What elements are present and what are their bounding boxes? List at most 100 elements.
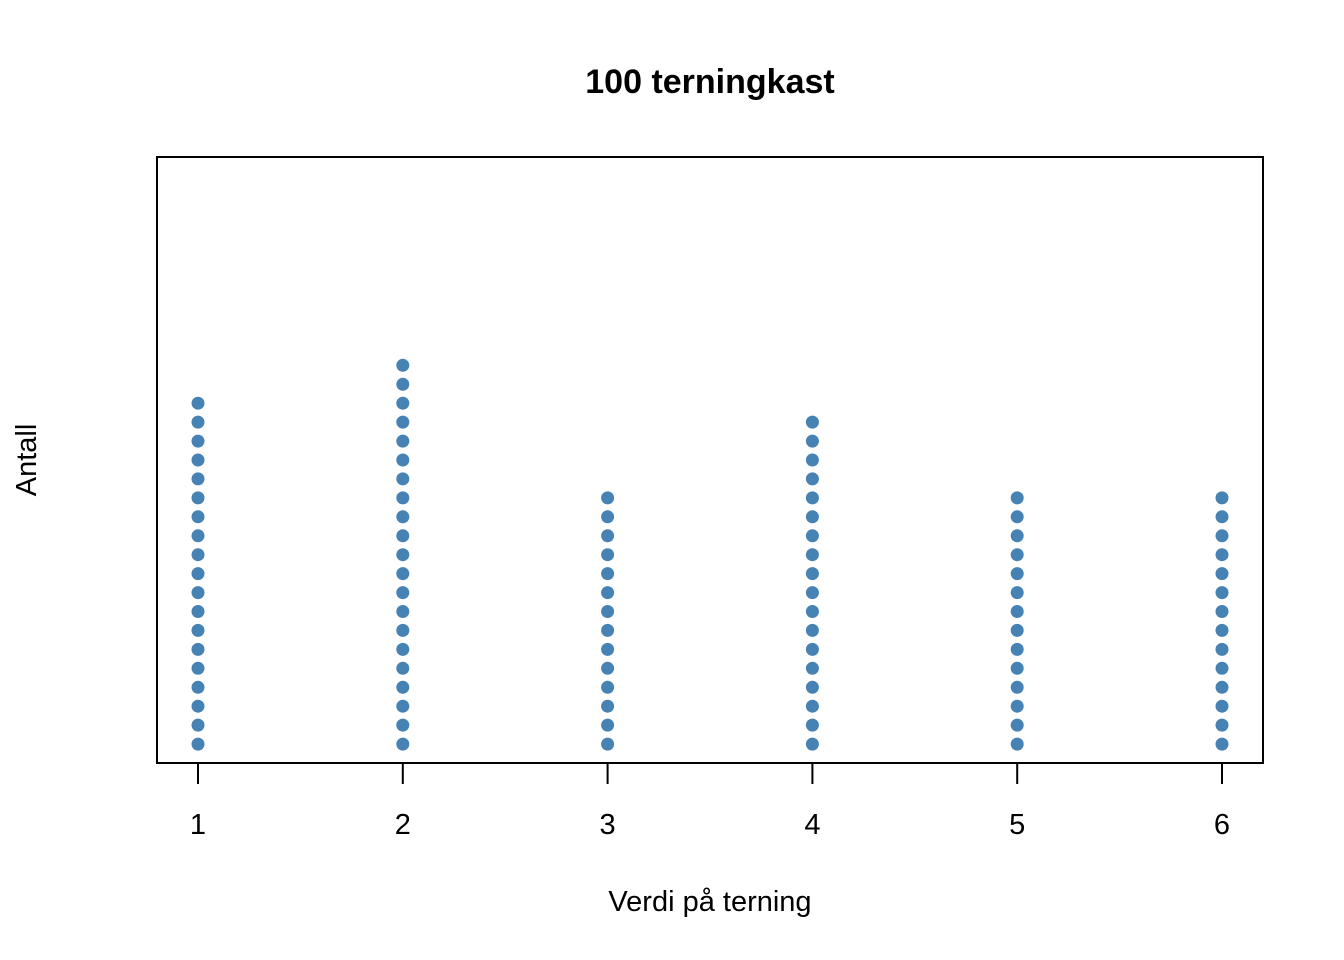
data-point (601, 605, 615, 618)
data-point (396, 718, 410, 732)
y-axis-label: Antall (11, 424, 43, 497)
data-point (191, 434, 205, 448)
data-point (805, 567, 819, 581)
chart-title: 100 terningkast (585, 63, 834, 101)
data-point (1215, 491, 1229, 505)
data-point (805, 699, 819, 713)
data-point (1215, 567, 1229, 581)
data-point (1215, 510, 1229, 524)
data-point (601, 661, 615, 675)
data-point (805, 491, 819, 505)
data-point (191, 737, 205, 751)
data-point (396, 548, 410, 562)
data-point (601, 699, 615, 713)
data-point (191, 567, 205, 581)
data-point (191, 718, 205, 732)
data-point (601, 586, 615, 600)
data-point (1010, 623, 1024, 637)
data-point (396, 453, 410, 467)
data-point (805, 623, 819, 637)
x-tick-label: 2 (395, 809, 411, 841)
data-point (396, 642, 410, 656)
data-point (396, 623, 410, 637)
data-point (396, 567, 410, 581)
data-point (1010, 491, 1024, 505)
data-point (601, 680, 615, 694)
data-point (1215, 529, 1229, 543)
data-point (1010, 737, 1024, 751)
data-point (1215, 586, 1229, 600)
x-tick-label: 3 (600, 809, 616, 841)
data-point (601, 623, 615, 637)
data-point (601, 567, 615, 581)
data-point (805, 737, 819, 751)
data-point (805, 661, 819, 675)
data-point (805, 642, 819, 656)
data-point (396, 396, 410, 410)
x-tick-label: 6 (1214, 809, 1230, 841)
data-point (1215, 718, 1229, 732)
data-point (191, 510, 205, 524)
plot-frame (156, 156, 1264, 764)
data-point (396, 661, 410, 675)
x-axis-label: Verdi på terning (608, 886, 811, 918)
data-point (191, 699, 205, 713)
data-point (396, 358, 410, 372)
data-point (601, 718, 615, 732)
data-point (396, 699, 410, 713)
data-point (601, 491, 615, 505)
x-tick-label: 5 (1009, 809, 1025, 841)
data-point (1215, 642, 1229, 656)
data-point (396, 491, 410, 505)
data-point (1215, 661, 1229, 675)
data-point (191, 623, 205, 637)
data-point (601, 510, 615, 524)
data-point (805, 434, 819, 448)
data-point (396, 377, 410, 391)
data-point (1215, 605, 1229, 618)
data-point (805, 548, 819, 562)
data-point (601, 529, 615, 543)
data-point (805, 680, 819, 694)
data-point (191, 661, 205, 675)
data-point (191, 472, 205, 486)
data-point (396, 434, 410, 448)
data-point (1010, 680, 1024, 694)
data-point (191, 680, 205, 694)
data-point (1215, 737, 1229, 751)
data-point (1215, 548, 1229, 562)
data-point (191, 453, 205, 467)
data-point (396, 737, 410, 751)
data-point (191, 491, 205, 505)
data-point (805, 453, 819, 467)
data-point (191, 605, 205, 618)
data-point (601, 642, 615, 656)
points-layer (191, 358, 1229, 751)
data-point (601, 737, 615, 751)
data-point (191, 529, 205, 543)
data-point (191, 415, 205, 429)
data-point (1010, 529, 1024, 543)
data-point (805, 718, 819, 732)
data-point (805, 472, 819, 486)
data-point (396, 472, 410, 486)
x-axis: 1 2 3 4 5 6 (190, 763, 1230, 841)
data-point (1010, 510, 1024, 524)
data-point (1010, 586, 1024, 600)
data-point (396, 680, 410, 694)
data-point (191, 548, 205, 562)
x-tick-label: 4 (804, 809, 820, 841)
data-point (805, 415, 819, 429)
data-point (1010, 605, 1024, 618)
data-point (805, 529, 819, 543)
data-point (805, 586, 819, 600)
data-point (1010, 699, 1024, 713)
data-point (601, 548, 615, 562)
data-point (191, 642, 205, 656)
data-point (1010, 567, 1024, 581)
data-point (1215, 699, 1229, 713)
data-point (396, 586, 410, 600)
data-point (191, 586, 205, 600)
data-point (191, 396, 205, 410)
